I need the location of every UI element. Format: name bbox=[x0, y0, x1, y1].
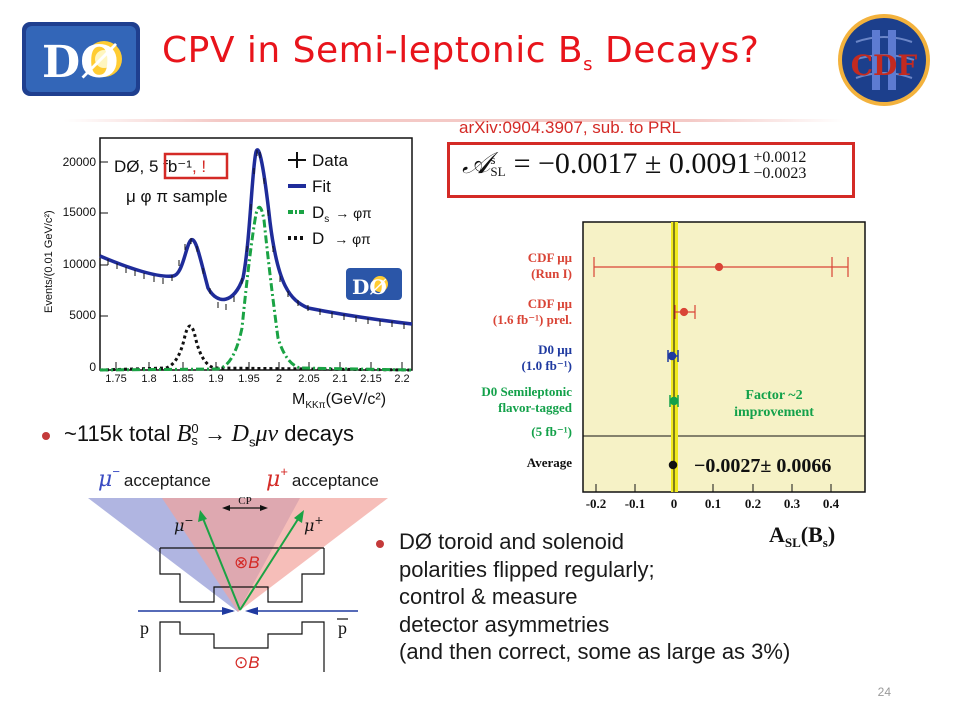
antiproton-label: p bbox=[338, 618, 347, 638]
magnet-bottom bbox=[159, 621, 325, 672]
y-tick-label: 20000 bbox=[63, 155, 97, 169]
lumi-annotation: DØ, 5 fb⁻¹, ! bbox=[114, 157, 206, 176]
x-tick-label: 2 bbox=[276, 373, 282, 385]
sample-label: μ φ π sample bbox=[126, 187, 228, 206]
x-tick-label: 1.95 bbox=[238, 373, 259, 385]
bullet-dot bbox=[42, 432, 50, 440]
data-points bbox=[107, 150, 405, 329]
y-tick-label: 5000 bbox=[69, 308, 96, 322]
result-box bbox=[447, 142, 855, 198]
detector-diagram: μ− acceptance μ+ acceptance CP μ− μ+ ⊗B ⊙B… bbox=[88, 462, 408, 680]
label-d0-semileptonic: D0 Semileptonic bbox=[481, 384, 572, 399]
bullet-line: polarities flipped regularly; bbox=[399, 556, 655, 582]
ds-curve bbox=[99, 205, 413, 372]
label-cdf-run1: CDF μμ bbox=[528, 250, 573, 265]
bullet-line: control & measure bbox=[399, 584, 578, 609]
asl-comparison-plot: CDF μμ (Run I) CDF μμ (1.6 fb⁻¹) prel. D… bbox=[446, 216, 876, 556]
label-cdf-1p6: CDF μμ bbox=[528, 296, 573, 311]
d0-mumu-measurement bbox=[667, 350, 679, 362]
lumi-highlight-box bbox=[163, 152, 229, 180]
x-tick-label: -0.2 bbox=[586, 496, 607, 511]
factor-label: Factor ~2 bbox=[745, 388, 802, 403]
label-cdf-run1-sub: (Run I) bbox=[531, 266, 572, 281]
mass-plot-frame bbox=[99, 137, 413, 371]
proton-label: p bbox=[140, 618, 149, 638]
x-tick-label: 0.2 bbox=[745, 496, 761, 511]
d0-logo: DØ bbox=[22, 22, 140, 96]
plot-frame bbox=[582, 221, 866, 493]
mass-plot-ylabel: Events/(0.01 GeV/c²) bbox=[43, 210, 55, 313]
x-tick-label: 1.85 bbox=[172, 373, 193, 385]
legend-data: Data bbox=[312, 151, 348, 170]
mass-plot: Events/(0.01 GeV/c²) 20000 15000 10000 5… bbox=[38, 128, 422, 414]
d-minus-curve bbox=[99, 324, 413, 372]
y-tick-label: 15000 bbox=[63, 205, 97, 219]
x-tick-label: 1.8 bbox=[141, 373, 156, 385]
page-number: 24 bbox=[877, 685, 891, 699]
d0-small-logo: DØ bbox=[346, 268, 402, 300]
x-tick-label: 1.75 bbox=[105, 373, 126, 385]
x-tick-label: 2.2 bbox=[394, 373, 409, 385]
svg-text:CDF: CDF bbox=[851, 49, 918, 82]
x-tick-label: -0.1 bbox=[625, 496, 646, 511]
cdf-logo: CDF bbox=[836, 12, 932, 108]
bullet-line: (and then correct, some as large as 3%) bbox=[399, 639, 791, 664]
svg-text:DØ: DØ bbox=[352, 275, 387, 299]
bullet-line: detector asymmetries bbox=[399, 611, 610, 637]
x-tick-label: 2.15 bbox=[360, 373, 381, 385]
label-d0-semileptonic-sub: flavor-tagged bbox=[498, 400, 573, 415]
label-cdf-1p6-sub: (1.6 fb⁻¹) prel. bbox=[493, 312, 572, 327]
legend-fit: Fit bbox=[312, 177, 331, 196]
d0-semileptonic-measurement bbox=[669, 395, 679, 407]
x-tick-label: 0 bbox=[671, 496, 678, 511]
mass-plot-legend: Data Fit Ds → φπ D → φπ bbox=[288, 151, 372, 248]
asl-xlabel: ASL(Bs) bbox=[769, 522, 835, 550]
x-tick-label: 2.1 bbox=[332, 373, 347, 385]
legend-d: D → φπ bbox=[312, 229, 371, 248]
x-tick-label: 0.1 bbox=[705, 496, 721, 511]
label-d0-semileptonic-lumi: (5 fb⁻¹) bbox=[531, 424, 572, 439]
average-measurement bbox=[668, 460, 678, 470]
x-tick-label: 0.3 bbox=[784, 496, 801, 511]
mu-plus-track bbox=[239, 515, 301, 611]
x-tick-label: 1.9 bbox=[208, 373, 223, 385]
cdf-run1-measurement bbox=[593, 257, 849, 277]
svg-text:DØ: DØ bbox=[42, 37, 118, 88]
x-tick-label: 2.05 bbox=[298, 373, 319, 385]
mass-plot-xlabel: MKKπ(GeV/c²) bbox=[292, 391, 386, 411]
fit-curve bbox=[99, 148, 413, 326]
cdf-1p6-measurement bbox=[674, 305, 696, 319]
mu-minus-acceptance-label: μ− acceptance bbox=[98, 464, 211, 492]
bullet-dot bbox=[376, 540, 384, 548]
magnet-top bbox=[159, 547, 325, 603]
mu-minus-track bbox=[201, 515, 241, 611]
label-d0-mumu-sub: (1.0 fb⁻¹) bbox=[522, 358, 572, 373]
mu-minus-track-label: μ− bbox=[174, 514, 194, 535]
arxiv-reference: arXiv:0904.3907, sub. to PRL bbox=[459, 118, 682, 137]
y-tick-label: 0 bbox=[89, 360, 96, 374]
b-field-out-label: ⊙B bbox=[234, 653, 260, 672]
b-field-into-label: ⊗B bbox=[234, 553, 260, 572]
bullet-line: DØ toroid and solenoid bbox=[399, 529, 625, 554]
bullet-detector-asymmetries: DØ toroid and solenoid polarities flippe… bbox=[399, 528, 790, 666]
mu-plus-track-label: μ+ bbox=[304, 514, 324, 535]
y-tick-label: 10000 bbox=[63, 257, 97, 271]
mu-plus-acceptance-label: μ+ acceptance bbox=[266, 464, 379, 492]
title-divider bbox=[64, 119, 844, 122]
label-average: Average bbox=[527, 455, 572, 470]
legend-ds: Ds → φπ bbox=[312, 203, 372, 225]
label-d0-mumu: D0 μμ bbox=[538, 342, 573, 357]
factor-label-sub: improvement bbox=[734, 405, 814, 420]
average-value: −0.0027± 0.0066 bbox=[694, 455, 831, 477]
cp-label: CP bbox=[238, 495, 251, 507]
page-title: CPV in Semi-leptonic Bs Decays? bbox=[162, 30, 760, 76]
x-tick-label: 0.4 bbox=[823, 496, 840, 511]
